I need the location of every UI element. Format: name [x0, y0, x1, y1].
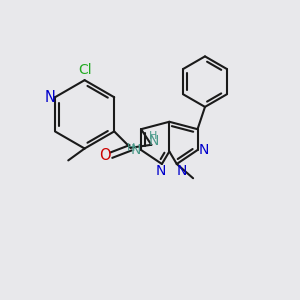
Text: N: N — [199, 143, 209, 157]
Text: N: N — [177, 164, 187, 178]
Text: Cl: Cl — [78, 63, 92, 77]
Text: N: N — [130, 143, 141, 157]
Text: H: H — [149, 131, 157, 142]
Text: N: N — [44, 90, 55, 105]
Text: H: H — [127, 142, 135, 153]
Text: O: O — [99, 148, 110, 163]
Text: N: N — [148, 134, 159, 148]
Text: N: N — [155, 164, 166, 178]
